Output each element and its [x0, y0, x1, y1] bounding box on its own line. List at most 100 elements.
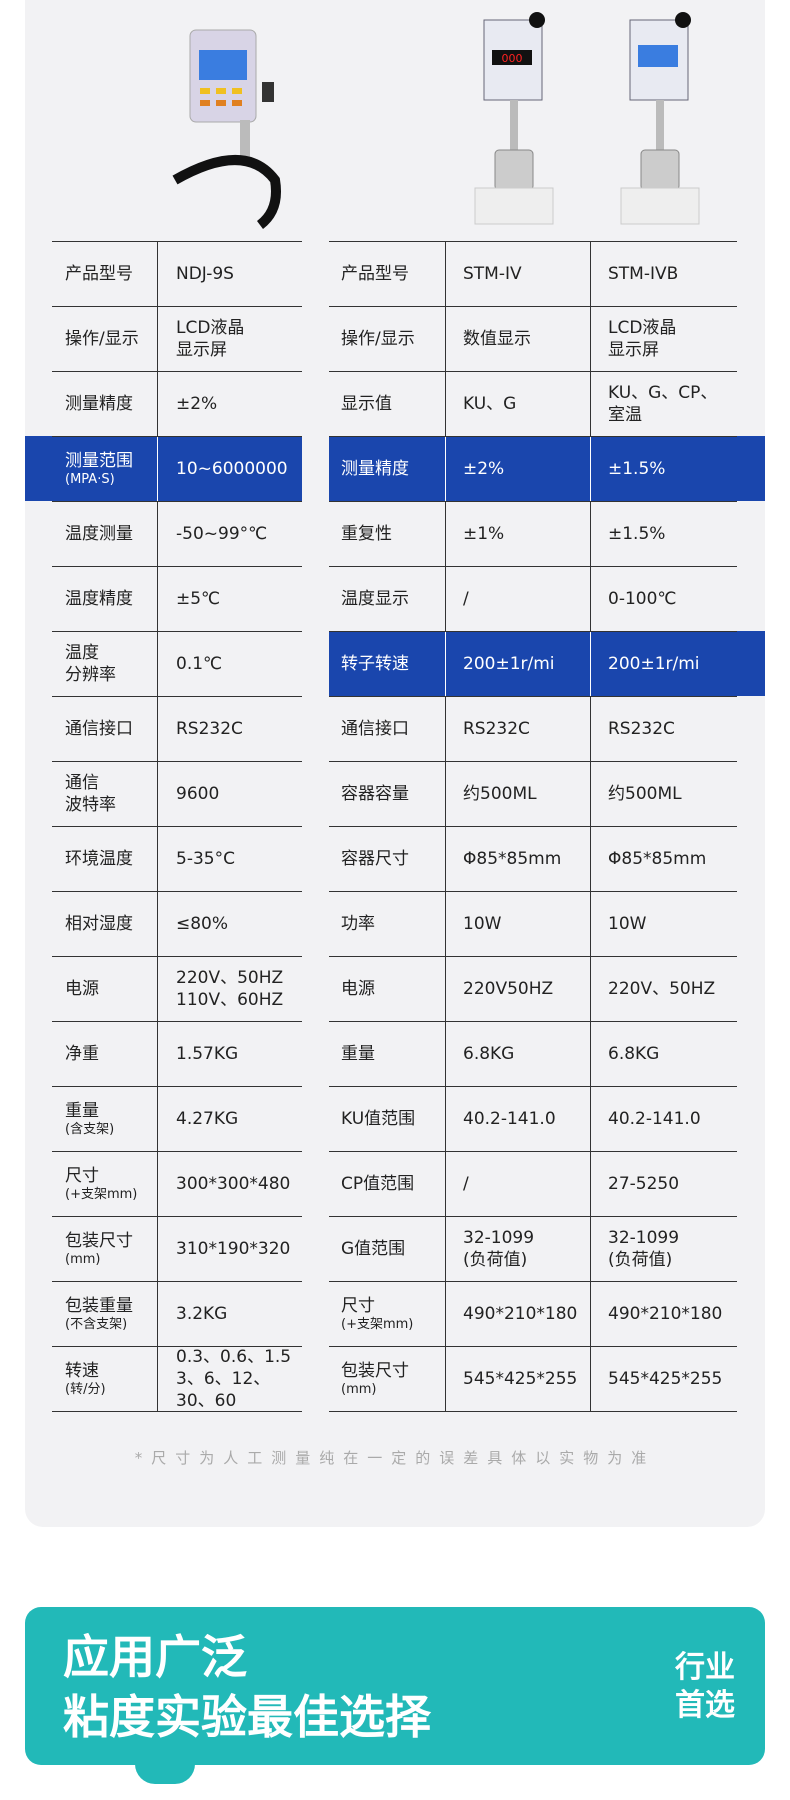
- label-line: 相对湿度: [65, 913, 133, 934]
- value-line: 32-1099: [608, 1227, 680, 1248]
- row-value: 3.2KG: [176, 1281, 302, 1346]
- value-line: 0.1℃: [176, 653, 223, 674]
- row-label: 重量: [341, 1021, 445, 1086]
- column-divider: [590, 436, 591, 501]
- column-divider: [157, 1346, 158, 1411]
- row-divider: [52, 1021, 302, 1022]
- column-divider: [590, 696, 591, 761]
- row-label: 显示值: [341, 371, 445, 436]
- footnote: *尺寸为人工测量纯在一定的误差具体以实物为准: [134, 1449, 656, 1467]
- label-line: 功率: [341, 913, 375, 934]
- row-value: NDJ-9S: [176, 241, 302, 306]
- row-value: 220V、50HZ 110V、60HZ: [176, 956, 302, 1021]
- label-line: 尺寸: [341, 1295, 375, 1316]
- row-value: 545*425*255: [608, 1346, 737, 1411]
- value-line: 200±1r/mi: [463, 653, 555, 674]
- value-line: STM-IV: [463, 263, 522, 284]
- value-line: 220V、50HZ: [608, 978, 716, 999]
- value-line: Φ85*85mm: [608, 848, 707, 869]
- label-line: 容器容量: [341, 783, 409, 804]
- row-divider: [52, 631, 302, 632]
- value-line: 3、6、12、: [176, 1368, 271, 1389]
- row-value: LCD液晶 显示屏: [176, 306, 302, 371]
- value-line: ±2%: [176, 393, 218, 414]
- row-label: 尺寸 (+支架mm): [341, 1281, 445, 1346]
- row-value: /: [463, 1151, 590, 1216]
- row-value: 10W: [463, 891, 590, 956]
- row-divider: [52, 826, 302, 827]
- banner-line: 应用广泛: [63, 1630, 247, 1684]
- label-note: (转/分): [65, 1381, 106, 1397]
- value-line: 490*210*180: [463, 1303, 578, 1324]
- value-line: Φ85*85mm: [463, 848, 562, 869]
- value-line: 室温: [608, 404, 642, 425]
- value-line: 110V、60HZ: [176, 989, 284, 1010]
- row-label: 通信接口: [341, 696, 445, 761]
- row-label: 相对湿度: [65, 891, 157, 956]
- label-line: 产品型号: [65, 263, 133, 284]
- label-line: 通信接口: [65, 718, 133, 739]
- row-divider: [329, 631, 737, 632]
- label-note: (不含支架): [65, 1316, 128, 1332]
- row-label: 操作/显示: [341, 306, 445, 371]
- value-line: 6.8KG: [463, 1043, 515, 1064]
- row-value: STM-IV: [463, 241, 590, 306]
- row-divider: [52, 306, 302, 307]
- row-divider: [329, 371, 737, 372]
- row-divider: [329, 1021, 737, 1022]
- column-divider: [157, 436, 158, 501]
- row-divider: [329, 1281, 737, 1282]
- row-label: 操作/显示: [65, 306, 157, 371]
- column-divider: [157, 306, 158, 371]
- row-value: 约500ML: [608, 761, 737, 826]
- label-line: 转速: [65, 1360, 99, 1381]
- row-value: 310*190*320: [176, 1216, 302, 1281]
- column-divider: [445, 436, 446, 501]
- ndj-9s-image: [172, 29, 281, 229]
- row-divider: [52, 1281, 302, 1282]
- value-line: 40.2-141.0: [608, 1108, 701, 1129]
- row-divider: [329, 826, 737, 827]
- label-line: 温度测量: [65, 523, 133, 544]
- column-divider: [157, 371, 158, 436]
- row-label: 通信 波特率: [65, 761, 157, 826]
- column-divider: [445, 241, 446, 306]
- row-label: 产品型号: [341, 241, 445, 306]
- label-line: 电源: [65, 978, 99, 999]
- row-divider: [52, 371, 302, 372]
- row-value: 200±1r/mi: [608, 631, 737, 696]
- row-value: LCD液晶 显示屏: [608, 306, 737, 371]
- column-divider: [445, 371, 446, 436]
- row-value: /: [463, 566, 590, 631]
- column-divider: [445, 501, 446, 566]
- row-value: 220V、50HZ: [608, 956, 737, 1021]
- column-divider: [590, 956, 591, 1021]
- row-label: KU值范围: [341, 1086, 445, 1151]
- row-value: 27-5250: [608, 1151, 737, 1216]
- column-divider: [157, 761, 158, 826]
- value-line: 490*210*180: [608, 1303, 723, 1324]
- row-label: 尺寸 (+支架mm): [65, 1151, 157, 1216]
- label-note: (MPA·S): [65, 471, 115, 487]
- row-value: 220V50HZ: [463, 956, 590, 1021]
- row-divider: [52, 566, 302, 567]
- column-divider: [590, 891, 591, 956]
- row-value: RS232C: [608, 696, 737, 761]
- row-divider: [52, 241, 302, 242]
- row-value: ±1.5%: [608, 501, 737, 566]
- column-divider: [445, 1216, 446, 1281]
- row-divider: [329, 501, 737, 502]
- row-value: 6.8KG: [608, 1021, 737, 1086]
- value-line: 3.2KG: [176, 1303, 228, 1324]
- label-line: KU值范围: [341, 1108, 416, 1129]
- column-divider: [445, 1346, 446, 1411]
- row-divider: [52, 1216, 302, 1217]
- label-line: 电源: [341, 978, 375, 999]
- value-line: 约500ML: [463, 783, 537, 804]
- value-line: 545*425*255: [608, 1368, 723, 1389]
- value-line: RS232C: [608, 718, 675, 739]
- value-line: ±1.5%: [608, 458, 666, 479]
- row-divider: [329, 1411, 737, 1412]
- column-divider: [157, 501, 158, 566]
- value-line: 220V50HZ: [463, 978, 554, 999]
